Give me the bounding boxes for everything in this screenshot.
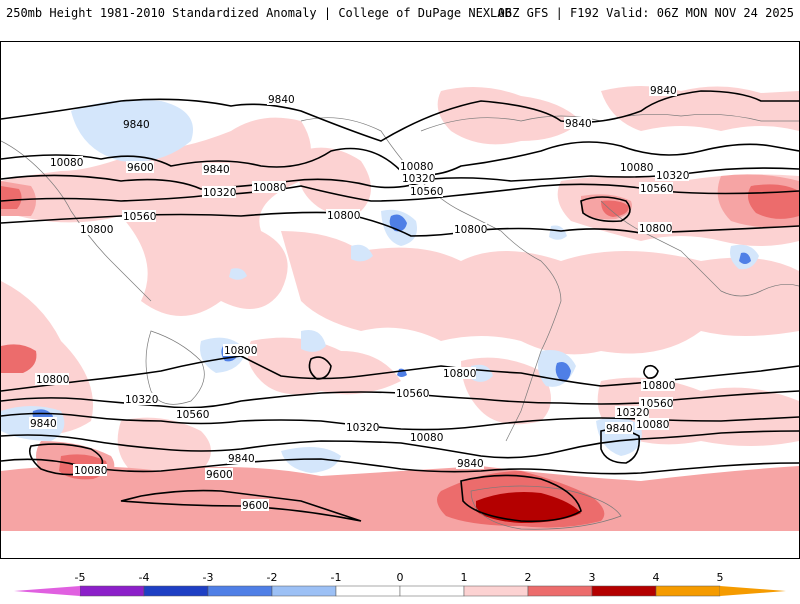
- colorbar-tick-label: 2: [525, 571, 532, 584]
- contour-label: 9840: [606, 423, 633, 435]
- map-title: 250mb Height 1981-2010 Standardized Anom…: [6, 6, 512, 20]
- colorbar-swatch: [271, 585, 337, 597]
- header: 250mb Height 1981-2010 Standardized Anom…: [0, 0, 800, 40]
- contour-label: 9840: [228, 453, 255, 465]
- run-info: 06Z GFS | F192 Valid: 06Z MON NOV 24 202…: [497, 6, 794, 20]
- colorbar-tick-label: -4: [139, 571, 150, 584]
- colorbar-swatch: [591, 585, 657, 597]
- colorbar-swatch: [655, 585, 721, 597]
- colorbar-swatch: [463, 585, 529, 597]
- contour-label: 10320: [346, 422, 379, 434]
- contour-label: 10080: [50, 157, 83, 169]
- contour-label: 10800: [327, 210, 360, 222]
- colorbar-tick-label: 0: [397, 571, 404, 584]
- colorbar-swatch: [207, 585, 273, 597]
- contour-label: 10800: [443, 368, 476, 380]
- contour-label: 10800: [639, 223, 672, 235]
- colorbar-swatch: [527, 585, 593, 597]
- contour-label: 10080: [636, 419, 669, 431]
- contour-label: 9840: [30, 418, 57, 430]
- colorbar-tick-label: 5: [717, 571, 724, 584]
- colorbar-swatch: [399, 585, 465, 597]
- contour-label: 9840: [123, 119, 150, 131]
- contour-labels: 9840 9840 9840 10080 9600 9840 10080 103…: [29, 84, 689, 512]
- contour-label: 10320: [402, 173, 435, 185]
- colorbar-swatch: [79, 585, 145, 597]
- contour-label: 9600: [242, 500, 269, 512]
- colorbar-tick-label: -2: [267, 571, 278, 584]
- colorbar-swatches: [79, 585, 721, 597]
- colorbar-swatch: [143, 585, 209, 597]
- contour-label: 9840: [203, 164, 230, 176]
- contour-label: 10800: [36, 374, 69, 386]
- colorbar-right-arrow: [720, 586, 786, 596]
- contour-label: 10320: [125, 394, 158, 406]
- contour-label: 10080: [253, 182, 286, 194]
- anomaly-map: 9840 9840 9840 10080 9600 9840 10080 103…: [1, 84, 799, 531]
- contour-label: 10080: [620, 162, 653, 174]
- contour-label: 10080: [400, 161, 433, 173]
- colorbar-swatch: [335, 585, 401, 597]
- colorbar-tick-label: 3: [589, 571, 596, 584]
- contour-label: 9840: [457, 458, 484, 470]
- contour-label: 9840: [650, 85, 677, 97]
- contour-label: 10800: [454, 224, 487, 236]
- colorbar: -5 -4 -3 -2 -1 0 1 2 3 4 5: [0, 568, 800, 600]
- contour-label: 10560: [396, 388, 429, 400]
- contour-label: 10320: [203, 187, 236, 199]
- colorbar-tick-label: -3: [203, 571, 214, 584]
- contour-label: 10800: [224, 345, 257, 357]
- colorbar-svg: -5 -4 -3 -2 -1 0 1 2 3 4 5: [14, 571, 786, 597]
- contour-label: 10080: [410, 432, 443, 444]
- contour-label: 9840: [268, 94, 295, 106]
- contour-label: 10560: [176, 409, 209, 421]
- map-frame: 9840 9840 9840 10080 9600 9840 10080 103…: [0, 41, 800, 559]
- colorbar-tick-label: 1: [461, 571, 468, 584]
- contour-label: 10320: [656, 170, 689, 182]
- colorbar-left-arrow: [14, 586, 80, 596]
- positive-anomaly-very-strong: [476, 492, 581, 523]
- contour-label: 10560: [640, 183, 673, 195]
- contour-label: 10800: [642, 380, 675, 392]
- colorbar-tick-label: -5: [75, 571, 86, 584]
- contour-label: 10560: [410, 186, 443, 198]
- contour-label: 10560: [123, 211, 156, 223]
- contour-label: 10080: [74, 465, 107, 477]
- colorbar-ticks: -5 -4 -3 -2 -1 0 1 2 3 4 5: [75, 571, 724, 584]
- contour-label: 9600: [206, 469, 233, 481]
- contour-label: 9600: [127, 162, 154, 174]
- contour-label: 9840: [565, 118, 592, 130]
- colorbar-tick-label: -1: [331, 571, 342, 584]
- contour-label: 10320: [616, 407, 649, 419]
- colorbar-tick-label: 4: [653, 571, 660, 584]
- contour-label: 10800: [80, 224, 113, 236]
